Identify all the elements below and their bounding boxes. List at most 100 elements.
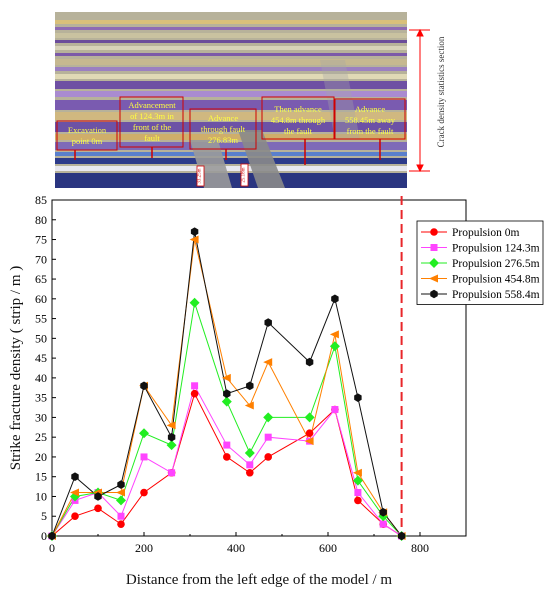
data-point-hexagon bbox=[223, 389, 231, 398]
stage-markers bbox=[74, 139, 381, 165]
data-point-hexagon bbox=[167, 432, 176, 442]
data-point-square bbox=[354, 489, 362, 497]
data-point-diamond bbox=[429, 258, 439, 268]
data-point-circle bbox=[305, 429, 314, 438]
y-tick-label: 50 bbox=[35, 331, 47, 345]
stage-label-4b: 558.45m away bbox=[345, 115, 396, 125]
data-point-hexagon bbox=[354, 393, 362, 402]
legend-entry-3: Propulsion 454.8m bbox=[452, 274, 540, 286]
data-point-hexagon bbox=[140, 381, 148, 391]
vertical-tags: 33.25m 25.18m bbox=[196, 163, 249, 187]
y-tick-label: 80 bbox=[35, 213, 47, 227]
data-point-square bbox=[246, 461, 254, 469]
data-point-diamond bbox=[244, 447, 255, 458]
data-point-square bbox=[264, 433, 272, 441]
x-axis-label: Distance from the left edge of the model… bbox=[126, 572, 392, 588]
y-tick-label: 25 bbox=[35, 430, 47, 444]
data-point-triangle bbox=[189, 235, 199, 244]
data-point-hexagon bbox=[430, 289, 438, 299]
stage-label-1c: front of the bbox=[133, 122, 171, 132]
data-point-circle bbox=[264, 453, 273, 461]
y-tick-label: 10 bbox=[35, 489, 47, 503]
chart-series-lines bbox=[51, 231, 402, 537]
data-point-square bbox=[168, 469, 176, 477]
vertical-tag-0: 33.25m bbox=[198, 168, 203, 183]
data-point-diamond bbox=[352, 475, 363, 486]
y-tick-label: 85 bbox=[35, 193, 47, 207]
data-point-triangle bbox=[70, 488, 79, 497]
stage-label-4c: from the fault bbox=[347, 126, 394, 136]
data-point-diamond bbox=[221, 396, 232, 407]
data-point-circle bbox=[71, 512, 79, 521]
series-line-0 bbox=[51, 392, 402, 537]
data-point-diamond bbox=[329, 341, 340, 352]
section-bracket bbox=[409, 28, 430, 173]
data-point-triangle bbox=[304, 437, 314, 446]
data-point-triangle bbox=[263, 358, 273, 367]
y-tick-label: 40 bbox=[35, 371, 47, 385]
y-tick-label: 35 bbox=[35, 391, 47, 405]
legend-entry-0: Propulsion 0m bbox=[452, 227, 519, 239]
data-point-hexagon bbox=[94, 492, 102, 501]
x-tick-label: 600 bbox=[319, 541, 337, 555]
data-point-square bbox=[140, 453, 148, 461]
plot-frame bbox=[51, 199, 467, 537]
legend-box bbox=[416, 220, 544, 305]
stage-label-0b: point 0m bbox=[72, 136, 103, 146]
data-point-diamond bbox=[139, 428, 149, 439]
stage-label-2c: 276.83m bbox=[208, 135, 238, 145]
data-point-diamond bbox=[116, 495, 126, 506]
section-label: Crack density statistics section bbox=[436, 36, 446, 147]
data-point-triangle bbox=[221, 373, 231, 382]
chart-legend: Propulsion 0m Propulsion 124.3m Propulsion… bbox=[416, 220, 544, 305]
stage-label-1b: of 124.3m in bbox=[130, 111, 174, 121]
stage-label-1d: fault bbox=[144, 133, 160, 143]
data-point-diamond bbox=[189, 297, 200, 308]
stage-boxes bbox=[56, 96, 406, 151]
data-point-circle bbox=[430, 228, 438, 236]
data-point-square bbox=[191, 382, 199, 390]
y-tick-label: 75 bbox=[35, 233, 47, 247]
series-line-1 bbox=[51, 384, 402, 537]
data-point-hexagon bbox=[379, 507, 387, 517]
series-line-4 bbox=[51, 231, 402, 537]
chart-series-markers bbox=[47, 227, 407, 541]
y-tick-label: 30 bbox=[35, 410, 47, 424]
numerical-model-figure: Excavation point 0m Advancement of 124.3… bbox=[55, 12, 446, 188]
data-point-square bbox=[331, 406, 339, 414]
data-point-circle bbox=[140, 488, 148, 497]
data-point-square bbox=[379, 520, 387, 528]
model-strata bbox=[55, 12, 407, 188]
vertical-tag-1: 25.18m bbox=[242, 167, 247, 182]
stage-label-3c: the fault bbox=[284, 126, 313, 136]
y-tick-label: 0 bbox=[41, 529, 47, 543]
stage-label-2: Advance bbox=[208, 113, 238, 123]
stage-label-0: Excavation bbox=[68, 125, 107, 135]
data-point-diamond bbox=[166, 440, 177, 451]
data-point-triangle bbox=[429, 274, 438, 283]
data-point-hexagon bbox=[190, 227, 199, 236]
stage-labels: Excavation point 0m Advancement of 124.3… bbox=[68, 100, 396, 146]
y-tick-label: 65 bbox=[35, 272, 47, 286]
stage-label-3: Then advance bbox=[274, 104, 322, 114]
series-line-3 bbox=[51, 239, 402, 537]
data-point-hexagon bbox=[397, 531, 406, 541]
data-point-diamond bbox=[304, 412, 315, 423]
data-point-diamond bbox=[263, 412, 274, 423]
data-point-triangle bbox=[244, 401, 254, 410]
data-point-hexagon bbox=[331, 294, 339, 304]
data-point-hexagon bbox=[246, 381, 254, 391]
y-axis-label: Strike fracture density ( strip / m ) bbox=[8, 266, 24, 471]
chart-axes: 0 5 10 15 20 25 30 35 40 45 50 55 60 65 70 75 80 85 0 200 40… bbox=[35, 193, 467, 555]
y-tick-label: 70 bbox=[35, 252, 47, 266]
data-point-hexagon bbox=[305, 357, 314, 367]
data-point-circle bbox=[190, 389, 199, 398]
data-point-hexagon bbox=[71, 472, 79, 482]
data-point-square bbox=[117, 512, 125, 520]
data-point-square bbox=[223, 441, 231, 449]
stage-label-4: Advance bbox=[355, 104, 385, 114]
legend-entry-2: Propulsion 276.5m bbox=[452, 258, 540, 270]
data-point-triangle bbox=[116, 488, 125, 497]
y-tick-label: 45 bbox=[35, 351, 47, 365]
